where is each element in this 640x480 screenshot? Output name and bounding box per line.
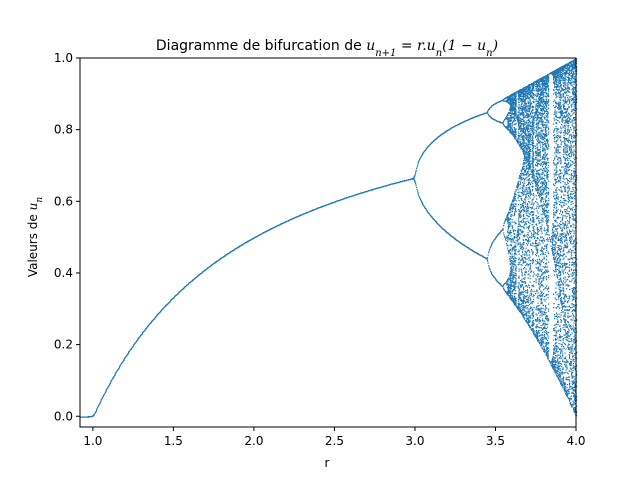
title-var-u2: u bbox=[427, 38, 436, 54]
title-prefix: Diagramme de bifurcation de bbox=[156, 38, 366, 54]
y-tick-label: 0.0 bbox=[54, 409, 73, 423]
x-tick-label: 3.0 bbox=[405, 434, 424, 448]
plot-frame bbox=[79, 57, 577, 428]
y-axis-label: Valeurs de un bbox=[26, 197, 45, 278]
ticks: 1.0 1.5 2.0 2.5 3.0 3.5 4.0 0.0 0.2 0.4 0.6 0.8 1.0 bbox=[54, 51, 586, 448]
chart-title: Diagramme de bifurcation de un+1 = r.un(… bbox=[156, 38, 498, 59]
y-axis-label-var: u bbox=[26, 203, 40, 211]
axes bbox=[79, 57, 577, 428]
y-axis-label-sub: n bbox=[35, 197, 45, 203]
x-axis-label: r bbox=[325, 456, 330, 470]
y-tick-label: 0.8 bbox=[54, 123, 73, 137]
x-tick-label: 2.5 bbox=[325, 434, 344, 448]
title-sub-n2: n bbox=[486, 48, 492, 59]
y-tick-label: 1.0 bbox=[54, 51, 73, 65]
title-var-u3: u bbox=[477, 38, 486, 54]
y-axis-label-text: Valeurs de bbox=[26, 210, 40, 277]
x-tick-label: 4.0 bbox=[566, 434, 585, 448]
y-tick-label: 0.2 bbox=[54, 338, 73, 352]
title-var-u: u bbox=[366, 38, 375, 54]
title-open: (1 − bbox=[442, 38, 477, 54]
y-tick-label: 0.6 bbox=[54, 194, 73, 208]
title-rhs-text: = r. bbox=[396, 38, 426, 54]
x-tick-label: 3.5 bbox=[486, 434, 505, 448]
title-sub-n: n bbox=[436, 48, 442, 59]
x-tick-label: 2.0 bbox=[244, 434, 263, 448]
y-tick-label: 0.4 bbox=[54, 266, 73, 280]
title-close: ) bbox=[492, 38, 498, 54]
title-sub-n1: n+1 bbox=[375, 48, 396, 59]
data-points bbox=[80, 58, 578, 418]
x-tick-label: 1.5 bbox=[164, 434, 183, 448]
scatter-points bbox=[80, 58, 578, 418]
x-tick-label: 1.0 bbox=[83, 434, 102, 448]
